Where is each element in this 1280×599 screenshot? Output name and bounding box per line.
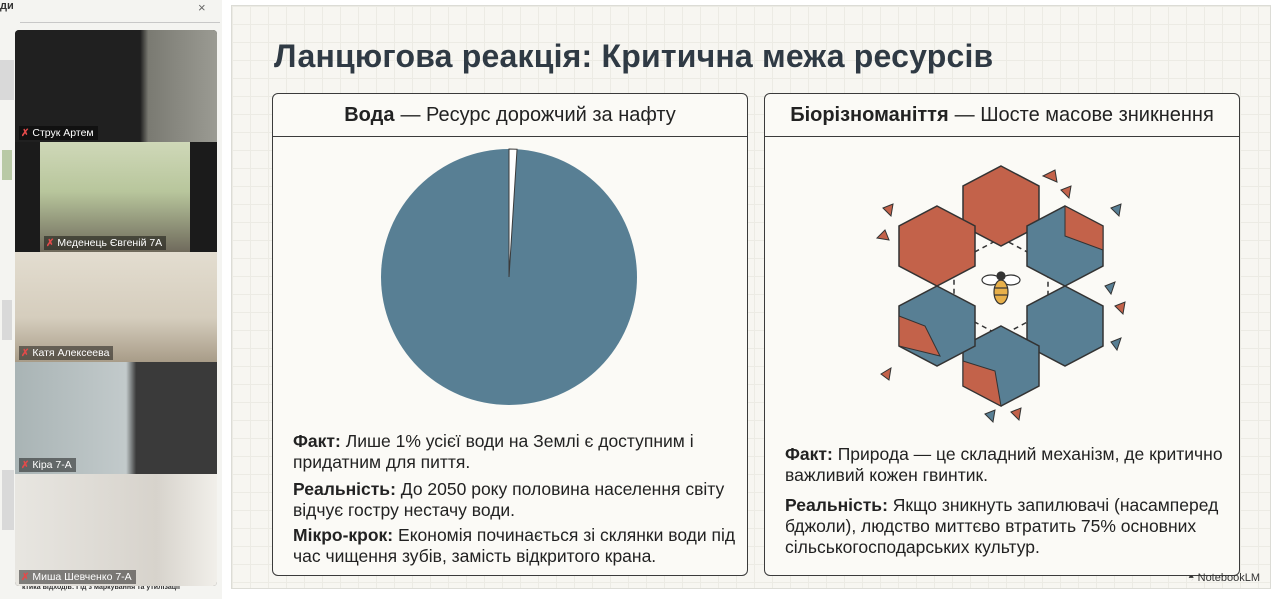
reality-paragraph: Реальність: До 2050 року половина населе… [293, 479, 725, 520]
slide-title: Ланцюгова реакція: Критична межа ресурсі… [274, 38, 994, 74]
biodiversity-card: Біорізноманіття — Шосте масове зникнення [764, 93, 1240, 576]
participant-name: ✗ Кіра 7-А [19, 458, 76, 472]
card-heading: Вода — Ресурс дорожчий за нафту [273, 94, 747, 137]
participant-tile[interactable]: ✗ Катя Алексеева [15, 252, 217, 362]
participant-tile[interactable]: ✗ Струк Артем [15, 30, 217, 142]
participant-tile[interactable]: ✗ Меденець Євгеній 7А [40, 142, 190, 252]
fact-paragraph: Факт: Природа — це складний механізм, де… [785, 444, 1223, 485]
presentation-slide: Ланцюгова реакція: Критична межа ресурсі… [231, 5, 1271, 589]
participant-name: ✗ Струк Артем [19, 126, 98, 140]
pie-slice-accessible [508, 148, 518, 278]
muted-mic-icon: ✗ [21, 348, 30, 359]
muted-mic-icon: ✗ [21, 460, 30, 471]
water-card: Вода — Ресурс дорожчий за нафту Факт: Лиш… [272, 93, 748, 576]
document-footer: ктика відходів: Гід з маркування та утил… [22, 584, 180, 591]
bee-hexagon-icon [875, 165, 1126, 424]
water-pie-chart [381, 148, 637, 405]
micro-step-paragraph: Мікро-крок: Економія починається зі скля… [293, 525, 736, 566]
document-title: ди [0, 0, 14, 12]
muted-mic-icon: ✗ [21, 128, 30, 139]
muted-mic-icon: ✗ [21, 572, 30, 583]
participant-tile[interactable]: ✗ Кіра 7-А [15, 362, 217, 474]
notebooklm-logo: ◓ NotebookLM [1187, 572, 1260, 584]
participant-name: ✗ Катя Алексеева [19, 346, 114, 360]
video-participants-panel[interactable]: ✗ Струк Артем ✗ Меденець Євгеній 7А ✗ Катя … [15, 30, 217, 586]
participant-name: ✗ Миша Шевченко 7-А [19, 570, 136, 584]
card-heading: Біорізноманіття — Шосте масове зникнення [765, 94, 1239, 137]
participant-name: ✗ Меденець Євгеній 7А [44, 236, 167, 250]
fact-paragraph: Факт: Лише 1% усієї води на Землі є дост… [293, 431, 694, 472]
participant-tile[interactable]: ✗ Миша Шевченко 7-А [15, 474, 217, 586]
reality-paragraph: Реальність: Якщо зникнуть запилювачі (на… [785, 495, 1219, 557]
muted-mic-icon: ✗ [46, 238, 55, 249]
close-icon[interactable]: × [198, 0, 206, 15]
